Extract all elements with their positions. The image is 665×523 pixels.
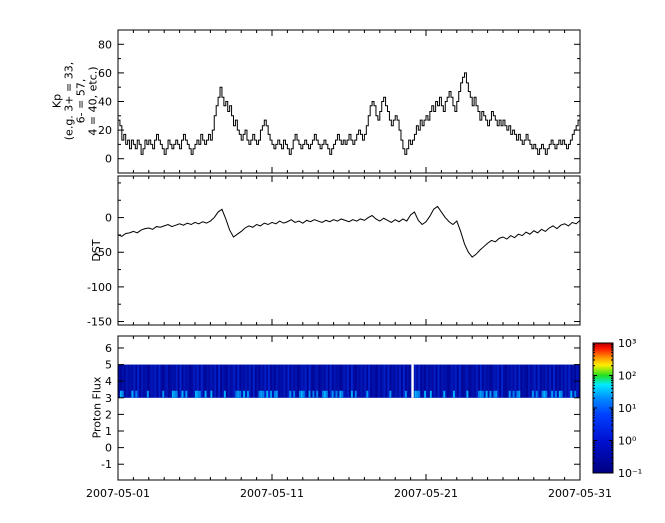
kp-series-line xyxy=(118,72,580,155)
kp-index-axes: 0 20 40 60 80 xyxy=(98,29,581,174)
svg-text:10¹: 10¹ xyxy=(618,402,636,415)
flux-colorbar: 10³ 10² 10¹ 10⁰ 10⁻¹ xyxy=(592,337,642,480)
svg-text:0: 0 xyxy=(105,153,112,166)
kp-axis-label-line-4: 4 = 40, etc.) xyxy=(86,66,100,136)
svg-text:3: 3 xyxy=(105,392,112,405)
svg-text:80: 80 xyxy=(98,38,112,51)
svg-text:0: 0 xyxy=(105,442,112,455)
dst-axis-label: DST xyxy=(90,239,103,262)
proton-flux-axes: -1 0 1 2 3 4 5 6 xyxy=(101,335,581,481)
svg-text:10²: 10² xyxy=(618,370,636,383)
svg-text:5: 5 xyxy=(105,359,112,372)
svg-text:2007-05-11: 2007-05-11 xyxy=(240,487,304,500)
dst-series-line xyxy=(117,205,581,258)
svg-text:-150: -150 xyxy=(87,316,112,329)
svg-text:10⁰: 10⁰ xyxy=(618,435,637,448)
svg-text:2007-05-01: 2007-05-01 xyxy=(86,487,150,500)
dst-index-axes: 0 -50 -100 -150 xyxy=(87,175,581,329)
proton-flux-axis-label: Proton Flux xyxy=(90,376,104,439)
svg-text:6: 6 xyxy=(105,342,112,355)
svg-text:4: 4 xyxy=(105,375,112,388)
svg-text:10³: 10³ xyxy=(618,337,636,350)
svg-text:2007-05-21: 2007-05-21 xyxy=(394,487,458,500)
svg-text:2007-05-31: 2007-05-31 xyxy=(548,487,612,500)
x-axis-date-labels: 2007-05-01 2007-05-11 2007-05-21 2007-05-31 xyxy=(86,487,612,500)
svg-text:-1: -1 xyxy=(101,458,112,471)
svg-text:40: 40 xyxy=(98,96,112,109)
svg-text:10⁻¹: 10⁻¹ xyxy=(618,467,642,480)
svg-text:-100: -100 xyxy=(87,281,112,294)
kp-axis-label: Kp (e.g. 3+ = 33, 6- = 57, 4 = 40, etc.) xyxy=(51,30,100,173)
svg-text:2: 2 xyxy=(105,408,112,421)
proton-flux-spectrogram xyxy=(118,364,581,398)
svg-text:20: 20 xyxy=(98,124,112,137)
svg-text:1: 1 xyxy=(105,425,112,438)
spectrogram-data-gap xyxy=(411,364,414,398)
svg-text:60: 60 xyxy=(98,67,112,80)
svg-text:0: 0 xyxy=(105,212,112,225)
svg-text:-50: -50 xyxy=(94,246,112,259)
